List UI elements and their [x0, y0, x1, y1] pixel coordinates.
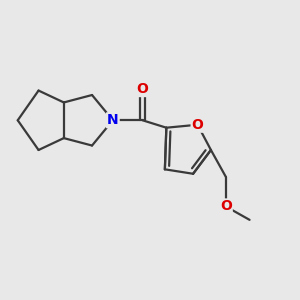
Text: O: O [192, 118, 203, 132]
Text: N: N [107, 113, 119, 127]
Text: O: O [136, 82, 148, 96]
Text: O: O [220, 200, 232, 214]
